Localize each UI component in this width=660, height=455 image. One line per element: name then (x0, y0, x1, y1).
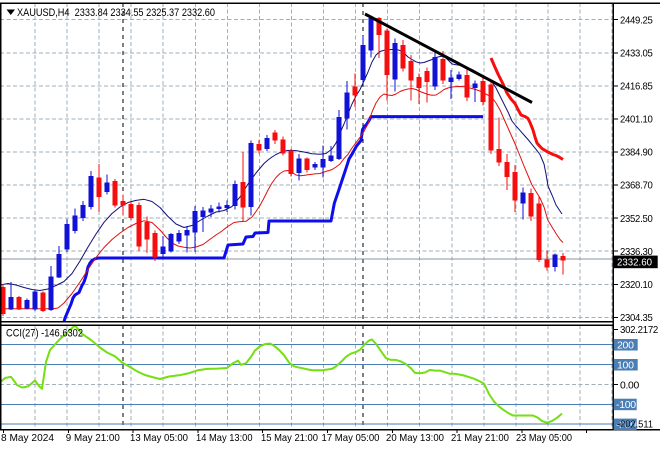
svg-text:2449.25: 2449.25 (620, 14, 653, 26)
svg-text:21 May 21:00: 21 May 21:00 (451, 432, 509, 444)
svg-text:2384.90: 2384.90 (620, 147, 653, 159)
svg-text:2352.50: 2352.50 (620, 213, 653, 225)
svg-text:CCI(27) -146.6302: CCI(27) -146.6302 (6, 328, 83, 340)
svg-text:2336.30: 2336.30 (620, 246, 653, 258)
svg-text:2416.85: 2416.85 (620, 81, 653, 93)
svg-text:15 May 21:00: 15 May 21:00 (261, 432, 318, 444)
svg-text:2401.10: 2401.10 (620, 114, 653, 126)
svg-text:8 May 2024: 8 May 2024 (1, 432, 54, 444)
svg-text:20 May 13:00: 20 May 13:00 (386, 432, 444, 444)
svg-text:100: 100 (617, 359, 634, 371)
svg-text:14 May 13:00: 14 May 13:00 (196, 432, 253, 444)
svg-text:302.2172: 302.2172 (620, 324, 658, 336)
svg-text:-200: -200 (616, 419, 636, 431)
svg-text:2368.70: 2368.70 (620, 180, 653, 192)
svg-text:2304.35: 2304.35 (620, 312, 653, 324)
svg-text:XAUUSD,H4 2333.84 2334.55 232: XAUUSD,H4 2333.84 2334.55 2325.37 2332.6… (17, 7, 215, 19)
svg-text:-202.511: -202.511 (617, 419, 653, 431)
svg-text:2320.10: 2320.10 (620, 279, 653, 291)
svg-text:9 May 21:00: 9 May 21:00 (66, 432, 120, 444)
svg-text:13 May 05:00: 13 May 05:00 (130, 432, 188, 444)
svg-text:17 May 05:00: 17 May 05:00 (322, 432, 380, 444)
svg-text:-100: -100 (616, 399, 636, 411)
svg-text:200: 200 (617, 339, 634, 351)
svg-text:0.00: 0.00 (620, 379, 639, 391)
svg-text:23 May 05:00: 23 May 05:00 (516, 432, 572, 444)
svg-text:2433.05: 2433.05 (620, 48, 653, 60)
svg-text:2332.60: 2332.60 (617, 256, 652, 268)
